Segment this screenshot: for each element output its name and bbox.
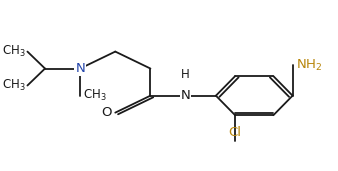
Text: N: N — [181, 89, 190, 102]
Text: N: N — [75, 62, 85, 75]
Text: CH$_3$: CH$_3$ — [83, 88, 107, 103]
Text: NH$_2$: NH$_2$ — [296, 58, 322, 73]
Text: O: O — [102, 106, 112, 119]
Text: Cl: Cl — [228, 126, 242, 139]
Text: CH$_3$: CH$_3$ — [2, 44, 26, 59]
Text: H: H — [181, 68, 190, 81]
Text: CH$_3$: CH$_3$ — [2, 78, 26, 93]
